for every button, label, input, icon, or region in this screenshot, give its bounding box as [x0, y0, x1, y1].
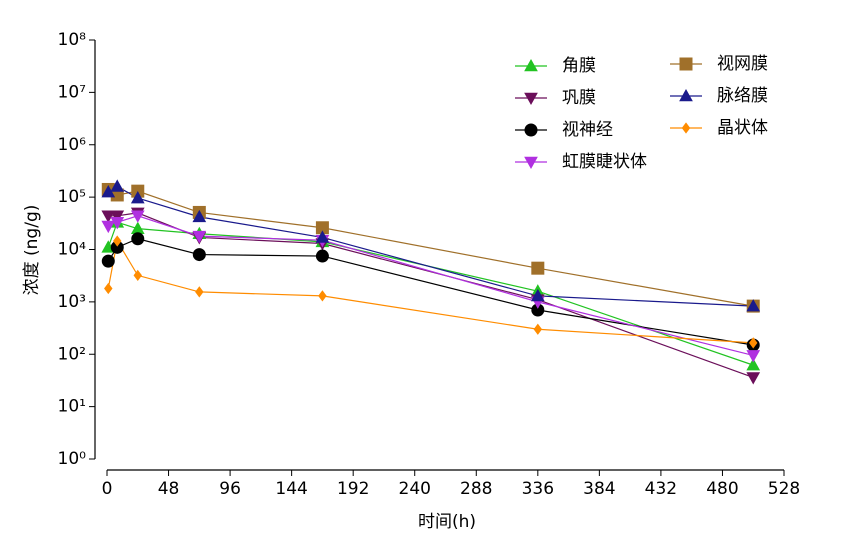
marker [533, 323, 543, 335]
marker [746, 372, 761, 385]
marker [101, 254, 115, 268]
y-tick-label: 10¹ [58, 397, 86, 417]
legend-marker [679, 57, 693, 71]
marker [131, 232, 145, 246]
y-tick-label: 10⁶ [58, 135, 87, 155]
marker [101, 210, 116, 223]
marker [130, 210, 145, 223]
x-tick-label: 240 [399, 479, 431, 499]
legend-label: 角膜 [562, 56, 596, 76]
x-tick-label: 528 [768, 479, 800, 499]
legend-marker [679, 88, 693, 102]
series-line [107, 221, 754, 366]
y-tick-label: 10⁴ [58, 240, 87, 260]
marker [110, 210, 125, 223]
marker [318, 290, 327, 302]
legend-label: 巩膜 [562, 88, 596, 108]
marker [130, 221, 145, 234]
marker [746, 350, 761, 363]
legend-marker [524, 92, 538, 106]
marker [749, 337, 758, 349]
x-axis-label: 时间(h) [418, 512, 476, 532]
y-tick-label: 10⁸ [58, 30, 87, 50]
legend-marker [524, 156, 538, 170]
x-tick-label: 96 [219, 479, 241, 499]
marker [195, 286, 204, 298]
x-tick-label: 0 [102, 479, 113, 499]
y-tick-label: 10² [58, 344, 86, 364]
legend-marker [524, 123, 538, 137]
y-tick-label: 10³ [58, 292, 86, 312]
legend-label: 虹膜睫状体 [562, 152, 647, 172]
marker [315, 249, 329, 263]
legend-marker [524, 58, 538, 72]
marker [110, 217, 125, 230]
x-tick-label: 48 [158, 479, 180, 499]
marker [746, 299, 761, 312]
marker [133, 269, 142, 282]
marker [531, 261, 545, 275]
legend-label: 脉络膜 [717, 86, 768, 106]
x-tick-label: 288 [460, 479, 492, 499]
marker [113, 235, 122, 247]
x-tick-label: 336 [522, 479, 554, 499]
marker [192, 248, 206, 262]
marker [192, 230, 207, 244]
x-tick-label: 480 [706, 479, 738, 499]
y-tick-label: 10⁰ [58, 449, 87, 469]
series-line [108, 215, 754, 356]
marker [110, 179, 125, 192]
marker [530, 288, 545, 302]
legend-label: 晶状体 [717, 118, 768, 138]
y-axis-label: 浓度 (ng/g) [22, 205, 42, 296]
x-tick-label: 384 [583, 479, 615, 499]
series-line [107, 185, 754, 307]
y-tick-label: 10⁷ [58, 82, 87, 102]
legend-label: 视网膜 [717, 54, 768, 74]
x-tick-label: 192 [337, 479, 369, 499]
marker [104, 282, 113, 295]
marker [101, 220, 116, 234]
x-tick-label: 144 [275, 479, 307, 499]
marker [192, 209, 207, 223]
y-tick-label: 10⁵ [58, 187, 86, 207]
legend-marker [681, 122, 691, 134]
marker [130, 191, 145, 204]
x-tick-label: 432 [645, 479, 677, 499]
marker [746, 358, 761, 371]
legend-label: 视神经 [562, 120, 613, 140]
marker [315, 230, 330, 243]
